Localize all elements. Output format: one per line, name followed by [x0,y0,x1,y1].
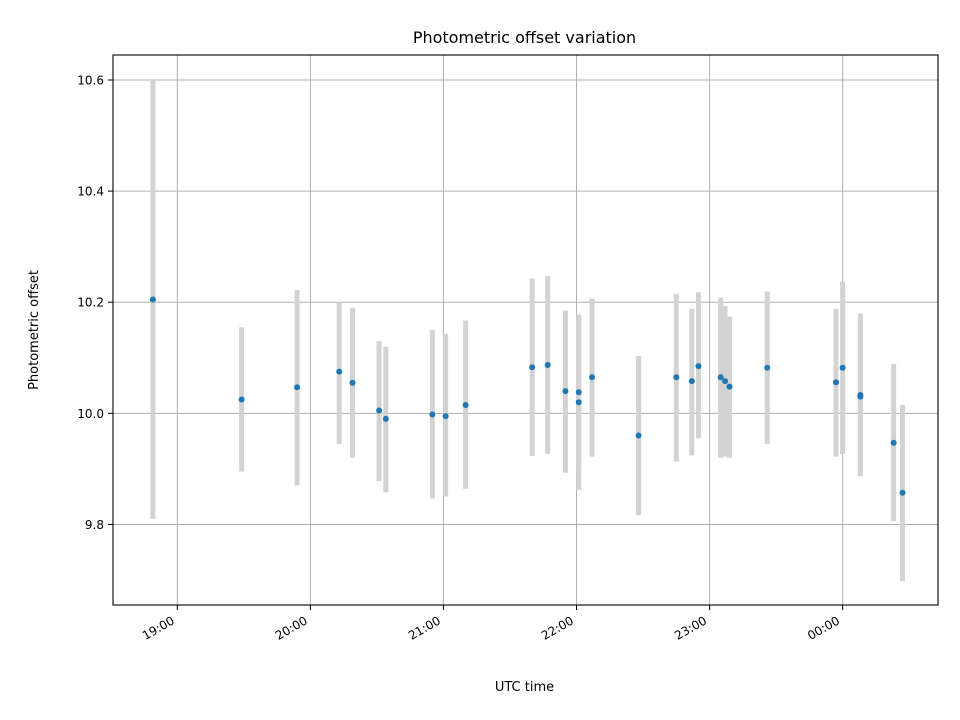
data-point [832,379,839,386]
data-point [462,402,469,408]
x-tick-label: 21:00 [406,613,443,642]
plot-frame [112,54,939,606]
data-point [890,439,897,446]
data-point [562,388,569,395]
data-point [294,384,301,391]
data-point [688,378,695,385]
y-tick-label: 10.6 [77,74,104,88]
data-point [349,379,356,386]
data-point [442,413,449,420]
data-point [429,411,436,418]
y-tick-label: 10.4 [77,185,104,199]
error-bars [150,80,906,582]
data-point [589,374,596,381]
y-axis-label: Photometric offset [27,270,42,390]
data-point [839,364,846,371]
data-point [857,393,864,400]
x-axis-label: UTC time [495,680,554,695]
data-point [722,378,729,385]
data-point [382,415,389,422]
data-point [149,296,156,303]
data-point [336,368,343,375]
data-point [673,374,680,381]
chart-title: Photometric offset variation [413,28,636,47]
x-tick-label: 20:00 [273,613,310,642]
data-point [238,396,245,403]
x-tick-label: 23:00 [672,613,709,642]
x-tick-label: 22:00 [539,613,576,642]
data-point [575,399,582,406]
data-point [529,364,536,371]
data-points [149,296,906,496]
data-point [717,374,724,381]
grid-lines [113,55,938,605]
y-tick-label: 10.0 [77,407,104,421]
data-point [635,432,642,439]
y-tick-label: 10.2 [77,296,104,310]
data-point [575,389,582,396]
y-tick-label: 9.8 [85,518,104,532]
data-point [764,364,771,371]
x-tick-label: 19:00 [140,613,177,642]
data-point [726,383,733,390]
data-point [695,363,702,370]
data-point [899,489,906,496]
x-tick-label: 00:00 [805,613,842,642]
data-point [544,362,551,368]
data-point [376,407,383,414]
